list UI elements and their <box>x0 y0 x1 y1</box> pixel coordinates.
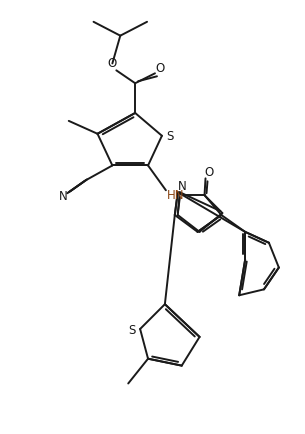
Text: O: O <box>155 62 165 75</box>
Text: S: S <box>166 130 174 143</box>
Text: O: O <box>205 166 214 179</box>
Text: N: N <box>59 190 67 203</box>
Text: S: S <box>128 325 136 338</box>
Text: HN: HN <box>167 189 185 202</box>
Text: N: N <box>178 180 187 193</box>
Text: O: O <box>108 57 117 70</box>
